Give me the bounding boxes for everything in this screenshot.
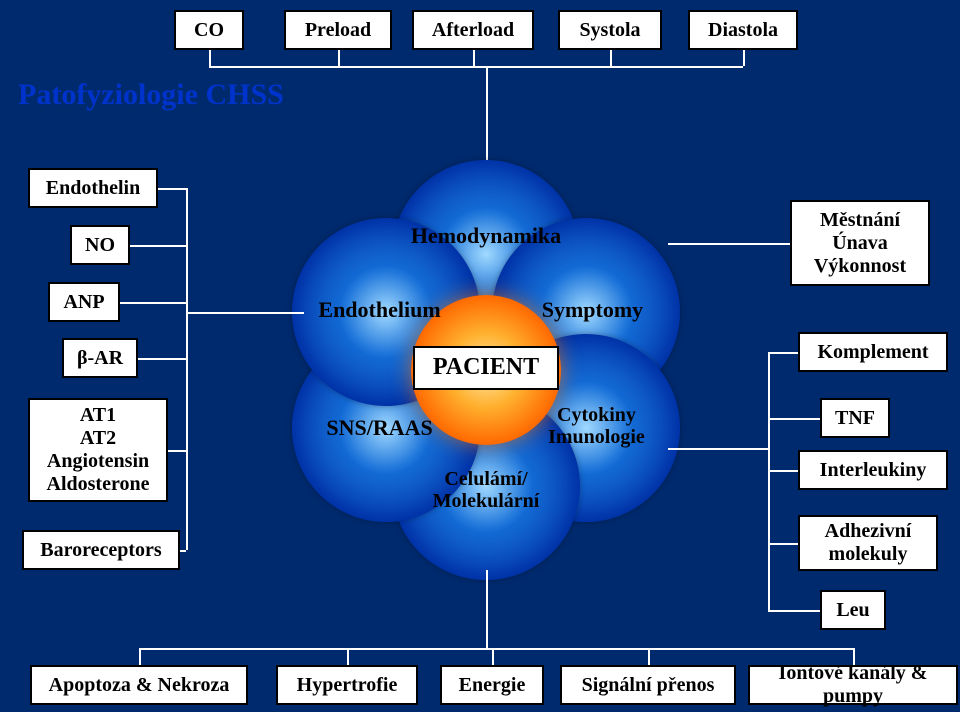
top-box-3: Systola [558, 10, 662, 50]
left-box-3: β-AR [62, 338, 138, 378]
page-title: Patofyziologie CHSS [18, 78, 284, 112]
bottom-box-3: Signální přenos [560, 665, 736, 705]
left-box-0: Endothelin [28, 168, 158, 208]
center-box-pacient: PACIENT [413, 346, 559, 390]
left-box-1: NO [70, 225, 130, 265]
bottom-box-1: Hypertrofie [276, 665, 418, 705]
right-box-4: Adhezivnímolekuly [798, 515, 938, 571]
left-box-4: AT1AT2AngiotensinAldosterone [28, 398, 168, 502]
left-box-5: Baroreceptors [22, 530, 180, 570]
top-box-2: Afterload [412, 10, 534, 50]
top-box-1: Preload [284, 10, 392, 50]
right-box-5: Leu [820, 590, 886, 630]
bottom-box-4: Iontové kanály & pumpy [748, 665, 958, 705]
diagram-stage: CO Preload Afterload Systola Diastola Patofyz… [0, 0, 960, 712]
right-box-2: TNF [820, 398, 890, 438]
left-box-2: ANP [48, 282, 120, 322]
right-box-1: Komplement [798, 332, 948, 372]
right-box-0: MěstnáníÚnavaVýkonnost [790, 200, 930, 286]
top-box-4: Diastola [688, 10, 798, 50]
bottom-box-0: Apoptoza & Nekroza [30, 665, 248, 705]
right-box-3: Interleukiny [798, 450, 948, 490]
top-box-0: CO [174, 10, 244, 50]
bottom-box-2: Energie [440, 665, 544, 705]
